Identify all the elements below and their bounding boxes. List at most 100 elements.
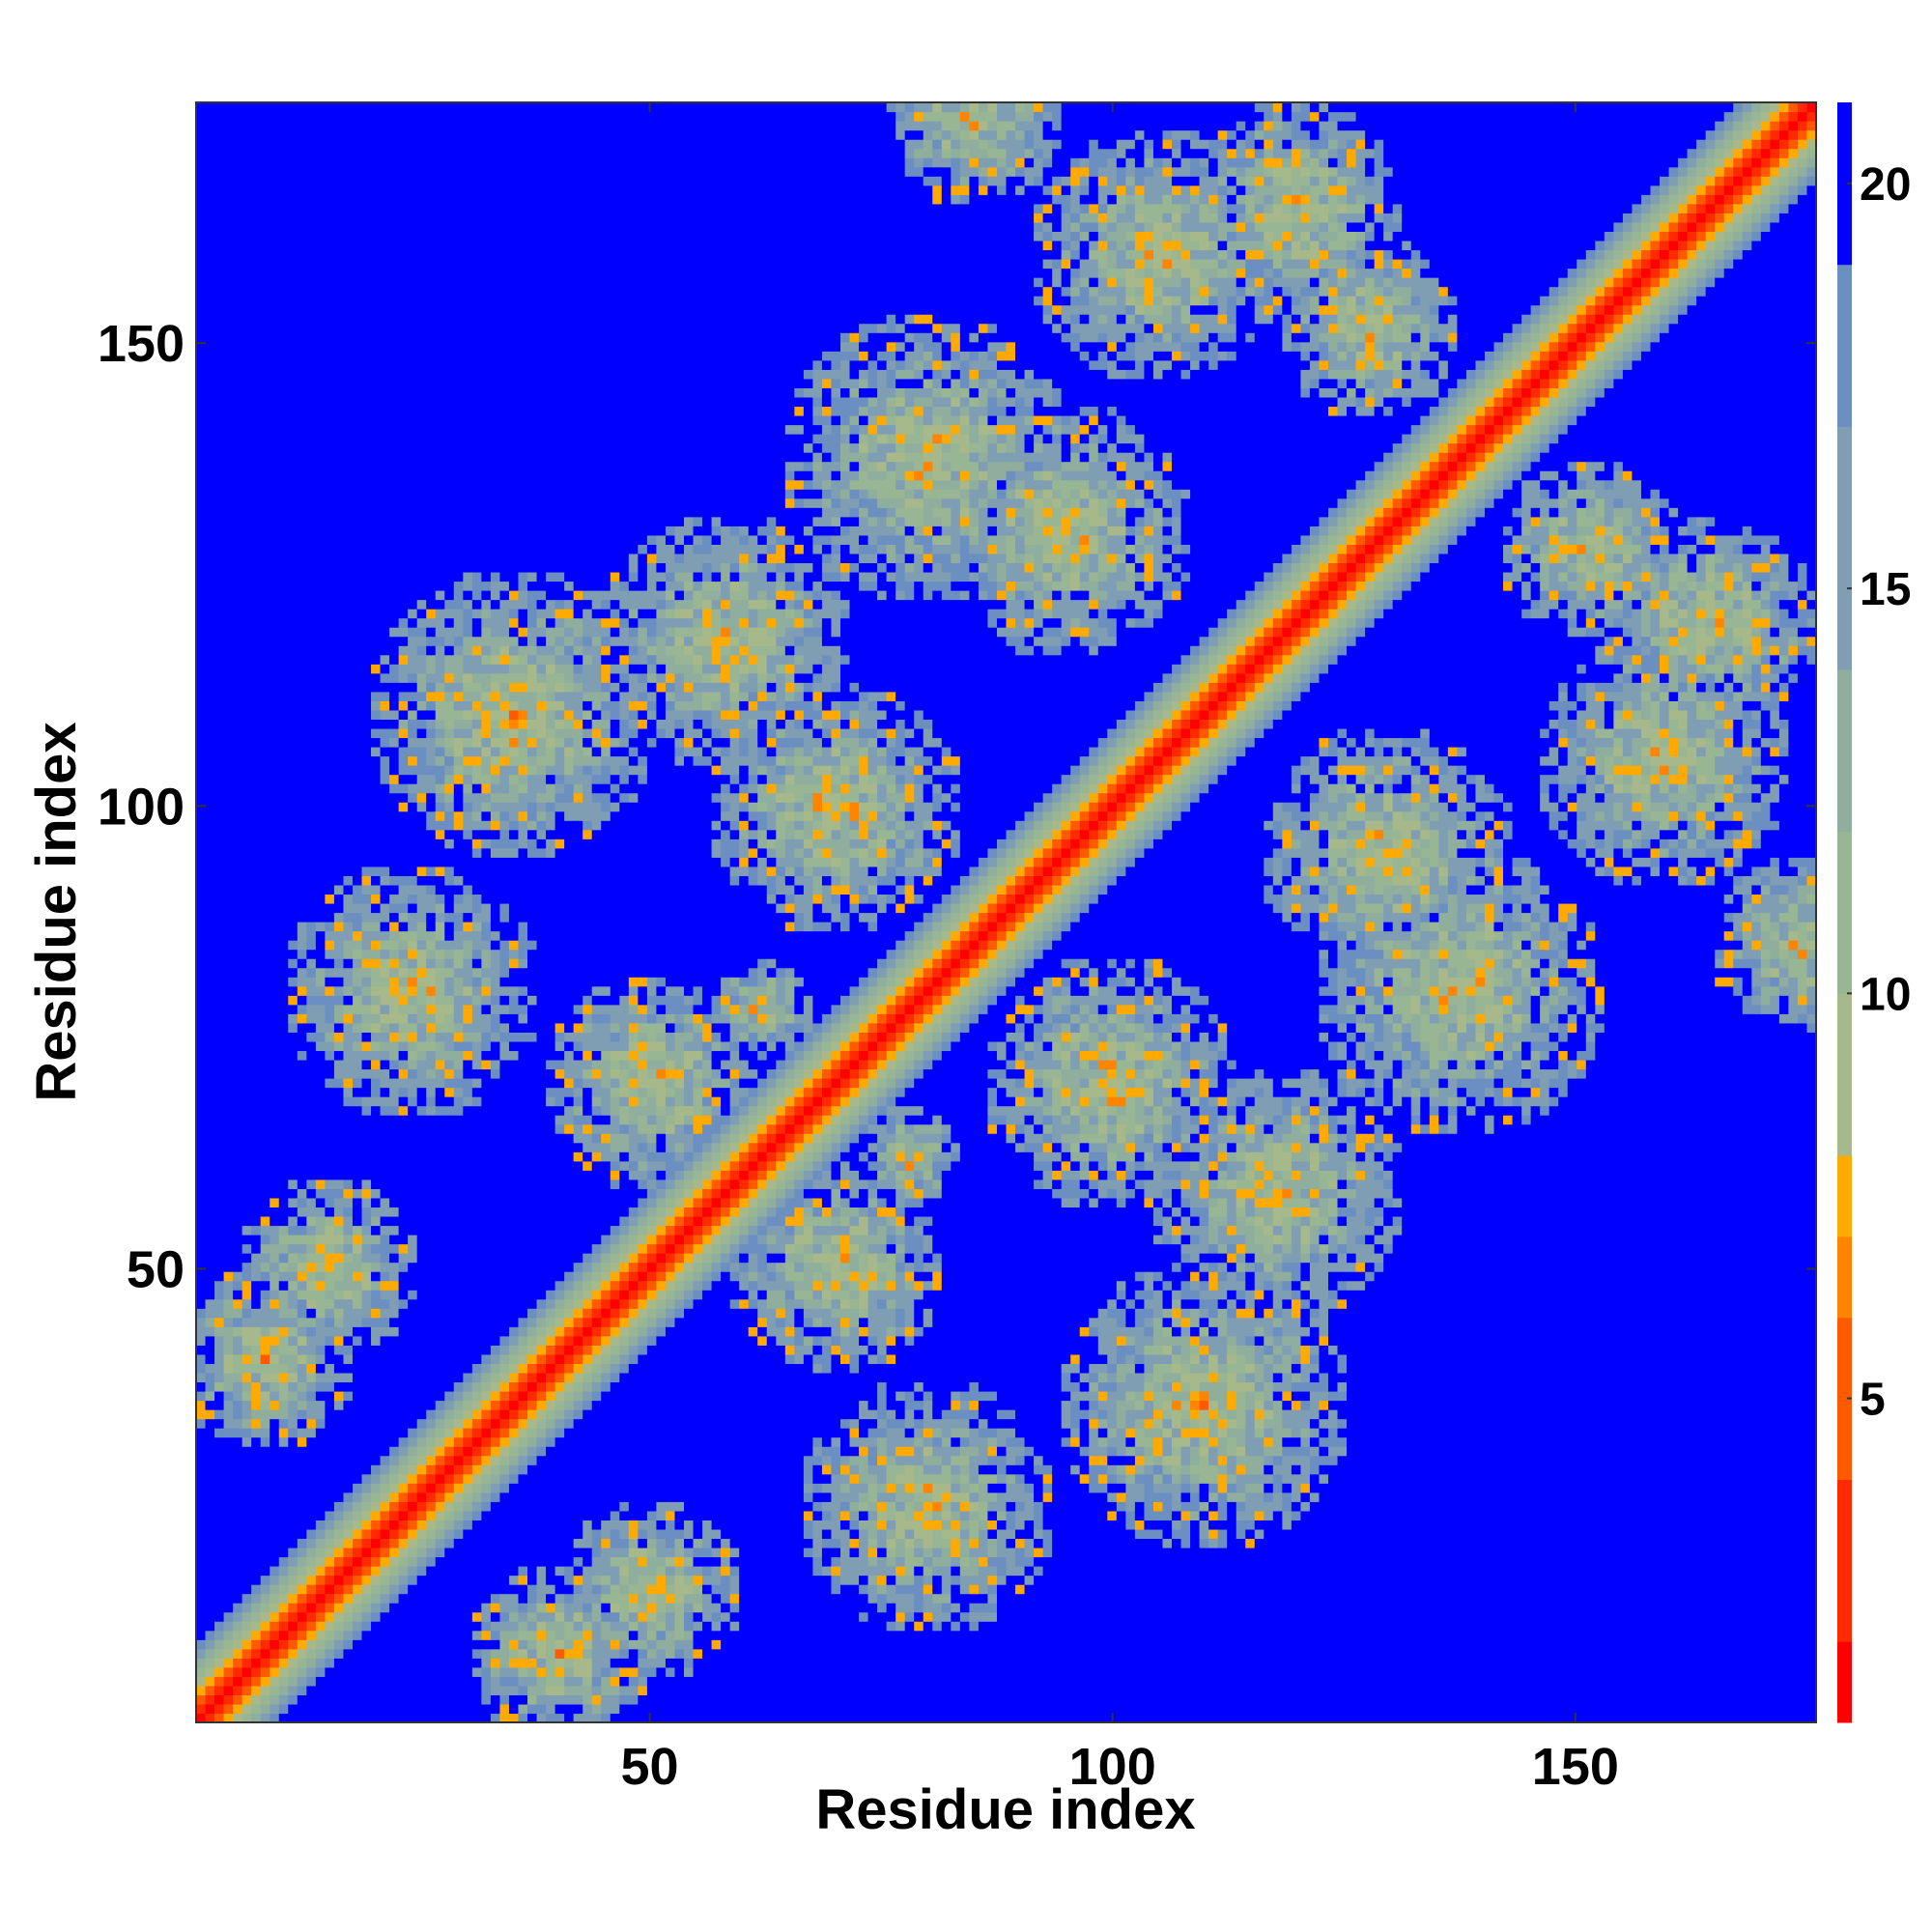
heatmap-cell	[362, 673, 372, 683]
heatmap-cell	[279, 1225, 289, 1235]
heatmap-cell	[306, 1446, 316, 1456]
heatmap-cell	[224, 544, 234, 554]
heatmap-cell	[436, 379, 445, 388]
heatmap-cell	[316, 1115, 326, 1124]
heatmap-cell	[325, 940, 334, 950]
heatmap-cell	[298, 1078, 307, 1088]
heatmap-cell	[251, 977, 261, 986]
heatmap-cell	[436, 655, 445, 665]
heatmap-cell	[224, 130, 234, 140]
heatmap-cell	[224, 112, 234, 122]
heatmap-cell	[353, 682, 362, 692]
heatmap-cell	[270, 462, 279, 471]
heatmap-cell	[408, 1464, 417, 1474]
heatmap-cell	[334, 259, 344, 269]
heatmap-cell	[444, 1170, 454, 1179]
heatmap-cell	[206, 1584, 215, 1594]
heatmap-cell	[325, 1409, 334, 1419]
heatmap-cell	[399, 222, 409, 232]
heatmap-cell	[343, 682, 353, 692]
heatmap-cell	[242, 157, 252, 167]
heatmap-cell	[325, 618, 334, 628]
heatmap-cell	[389, 1216, 399, 1226]
heatmap-cell	[426, 682, 436, 692]
heatmap-cell	[214, 452, 224, 462]
heatmap-cell	[353, 1088, 362, 1097]
heatmap-cell	[417, 269, 427, 278]
heatmap-cell	[417, 406, 427, 415]
heatmap-cell	[306, 1483, 316, 1492]
heatmap-cell	[251, 1170, 261, 1179]
heatmap-cell	[371, 1373, 381, 1382]
heatmap-cell	[298, 204, 307, 213]
heatmap-cell	[316, 1363, 326, 1373]
heatmap-cell	[306, 1548, 316, 1557]
heatmap-cell	[251, 1556, 261, 1566]
heatmap-cell	[224, 1373, 234, 1382]
heatmap-cell	[325, 241, 334, 250]
heatmap-cell	[270, 1603, 279, 1612]
heatmap-cell	[306, 452, 316, 462]
heatmap-cell	[334, 517, 344, 526]
heatmap-cell	[389, 838, 399, 848]
heatmap-cell	[270, 1207, 279, 1216]
heatmap-cell	[389, 1179, 399, 1189]
heatmap-cell	[288, 830, 298, 839]
heatmap-cell	[316, 1005, 326, 1014]
heatmap-cell	[214, 627, 224, 637]
heatmap-cell	[206, 1170, 215, 1179]
heatmap-cell	[206, 1096, 215, 1106]
heatmap-cell	[399, 1088, 409, 1097]
heatmap-cell	[417, 894, 427, 903]
heatmap-cell	[288, 507, 298, 517]
heatmap-cell	[417, 1345, 427, 1354]
heatmap-cell	[371, 609, 381, 618]
heatmap-cell	[298, 1391, 307, 1401]
heatmap-cell	[251, 1704, 261, 1714]
heatmap-cell	[233, 903, 242, 913]
heatmap-cell	[251, 1188, 261, 1198]
heatmap-cell	[251, 572, 261, 582]
heatmap-cell	[233, 1538, 242, 1548]
heatmap-cell	[288, 977, 298, 986]
heatmap-cell	[196, 324, 206, 333]
heatmap-cell	[343, 139, 353, 149]
heatmap-cell	[343, 1179, 353, 1189]
heatmap-cell	[270, 775, 279, 784]
heatmap-cell	[224, 1639, 234, 1649]
heatmap-cell	[233, 507, 242, 517]
heatmap-cell	[353, 700, 362, 710]
heatmap-cell	[426, 1060, 436, 1069]
heatmap-cell	[242, 986, 252, 996]
heatmap-cell	[417, 1658, 427, 1667]
heatmap-cell	[242, 1088, 252, 1097]
heatmap-cell	[288, 627, 298, 637]
heatmap-cell	[233, 1556, 242, 1566]
heatmap-cell	[325, 802, 334, 811]
heatmap-cell	[362, 452, 372, 462]
heatmap-cell	[426, 1612, 436, 1622]
heatmap-cell	[343, 1161, 353, 1171]
heatmap-cell	[362, 424, 372, 434]
heatmap-cell	[362, 802, 372, 811]
heatmap-cell	[334, 775, 344, 784]
heatmap-cell	[343, 387, 353, 397]
heatmap-cell	[288, 950, 298, 959]
heatmap-cell	[206, 1207, 215, 1216]
heatmap-cell	[436, 1649, 445, 1659]
heatmap-cell	[426, 324, 436, 333]
heatmap-cell	[196, 710, 206, 720]
heatmap-cell	[426, 1676, 436, 1686]
heatmap-cell	[343, 1005, 353, 1014]
heatmap-cell	[436, 710, 445, 720]
heatmap-cell	[444, 1151, 454, 1161]
heatmap-cell	[408, 204, 417, 213]
heatmap-cell	[408, 1667, 417, 1677]
heatmap-cell	[270, 452, 279, 462]
heatmap-cell	[270, 710, 279, 720]
heatmap-cell	[316, 1381, 326, 1391]
heatmap-cell	[417, 241, 427, 250]
heatmap-cell	[399, 1474, 409, 1484]
heatmap-cell	[426, 793, 436, 803]
heatmap-cell	[389, 1428, 399, 1437]
